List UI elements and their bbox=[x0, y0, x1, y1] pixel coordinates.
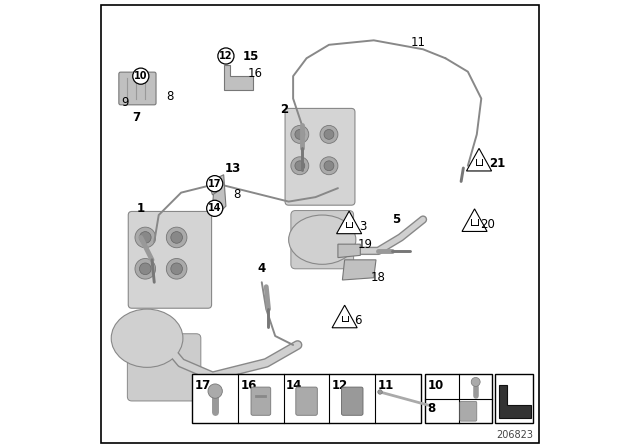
Text: 12: 12 bbox=[332, 379, 348, 392]
FancyBboxPatch shape bbox=[251, 387, 271, 415]
Circle shape bbox=[135, 258, 156, 279]
Text: 10: 10 bbox=[428, 379, 444, 392]
Circle shape bbox=[135, 227, 156, 248]
Text: 12: 12 bbox=[219, 51, 233, 61]
Circle shape bbox=[207, 176, 223, 192]
Text: 16: 16 bbox=[248, 67, 262, 81]
Circle shape bbox=[166, 258, 187, 279]
Polygon shape bbox=[338, 244, 360, 258]
Polygon shape bbox=[467, 148, 492, 171]
Text: 17: 17 bbox=[195, 379, 211, 392]
Polygon shape bbox=[337, 211, 362, 234]
Text: 18: 18 bbox=[371, 271, 386, 284]
Text: 19: 19 bbox=[357, 237, 372, 251]
Text: 14: 14 bbox=[286, 379, 302, 392]
Ellipse shape bbox=[111, 309, 183, 367]
FancyBboxPatch shape bbox=[342, 387, 363, 415]
Polygon shape bbox=[210, 184, 220, 195]
Text: 21: 21 bbox=[489, 157, 505, 170]
Ellipse shape bbox=[289, 215, 356, 264]
Circle shape bbox=[471, 377, 480, 386]
Circle shape bbox=[291, 125, 309, 143]
Text: 15: 15 bbox=[243, 50, 259, 64]
Text: 8: 8 bbox=[234, 188, 241, 202]
Text: 10: 10 bbox=[134, 71, 148, 81]
Circle shape bbox=[171, 232, 182, 243]
Polygon shape bbox=[212, 175, 226, 215]
Text: 9: 9 bbox=[122, 95, 129, 109]
Bar bbox=[425, 374, 493, 423]
Circle shape bbox=[140, 263, 151, 275]
Text: 3: 3 bbox=[359, 220, 366, 233]
FancyBboxPatch shape bbox=[128, 211, 212, 308]
Bar bbox=[192, 374, 421, 423]
Text: 1: 1 bbox=[137, 202, 145, 215]
Circle shape bbox=[218, 48, 234, 64]
FancyBboxPatch shape bbox=[119, 72, 156, 105]
Text: 2: 2 bbox=[280, 103, 288, 116]
Text: 11: 11 bbox=[378, 379, 394, 392]
Circle shape bbox=[320, 125, 338, 143]
Circle shape bbox=[171, 263, 182, 275]
FancyBboxPatch shape bbox=[460, 401, 477, 421]
Bar bbox=[495, 374, 532, 423]
Polygon shape bbox=[332, 305, 357, 328]
FancyBboxPatch shape bbox=[127, 334, 201, 401]
Text: 20: 20 bbox=[481, 217, 495, 231]
Polygon shape bbox=[462, 209, 487, 232]
Text: 8: 8 bbox=[166, 90, 173, 103]
Circle shape bbox=[166, 227, 187, 248]
Circle shape bbox=[324, 161, 334, 171]
Circle shape bbox=[291, 157, 309, 175]
Circle shape bbox=[320, 157, 338, 175]
FancyBboxPatch shape bbox=[296, 387, 317, 415]
Text: 6: 6 bbox=[355, 314, 362, 327]
Circle shape bbox=[207, 200, 223, 216]
Circle shape bbox=[140, 232, 151, 243]
Text: 17: 17 bbox=[208, 179, 221, 189]
Circle shape bbox=[295, 161, 305, 171]
Circle shape bbox=[295, 129, 305, 139]
Polygon shape bbox=[342, 260, 376, 280]
Text: 206823: 206823 bbox=[496, 430, 533, 440]
Circle shape bbox=[132, 68, 149, 84]
Text: 5: 5 bbox=[392, 213, 400, 226]
FancyBboxPatch shape bbox=[291, 211, 353, 269]
Text: 16: 16 bbox=[240, 379, 257, 392]
Text: 4: 4 bbox=[258, 262, 266, 276]
Polygon shape bbox=[224, 65, 253, 90]
Text: 8: 8 bbox=[428, 402, 436, 415]
Text: 14: 14 bbox=[208, 203, 221, 213]
FancyBboxPatch shape bbox=[285, 108, 355, 205]
Text: 7: 7 bbox=[132, 111, 140, 124]
Polygon shape bbox=[499, 385, 531, 418]
Circle shape bbox=[324, 129, 334, 139]
Circle shape bbox=[378, 390, 382, 394]
Circle shape bbox=[208, 384, 222, 398]
Text: 11: 11 bbox=[411, 36, 426, 49]
Text: 13: 13 bbox=[225, 161, 241, 175]
